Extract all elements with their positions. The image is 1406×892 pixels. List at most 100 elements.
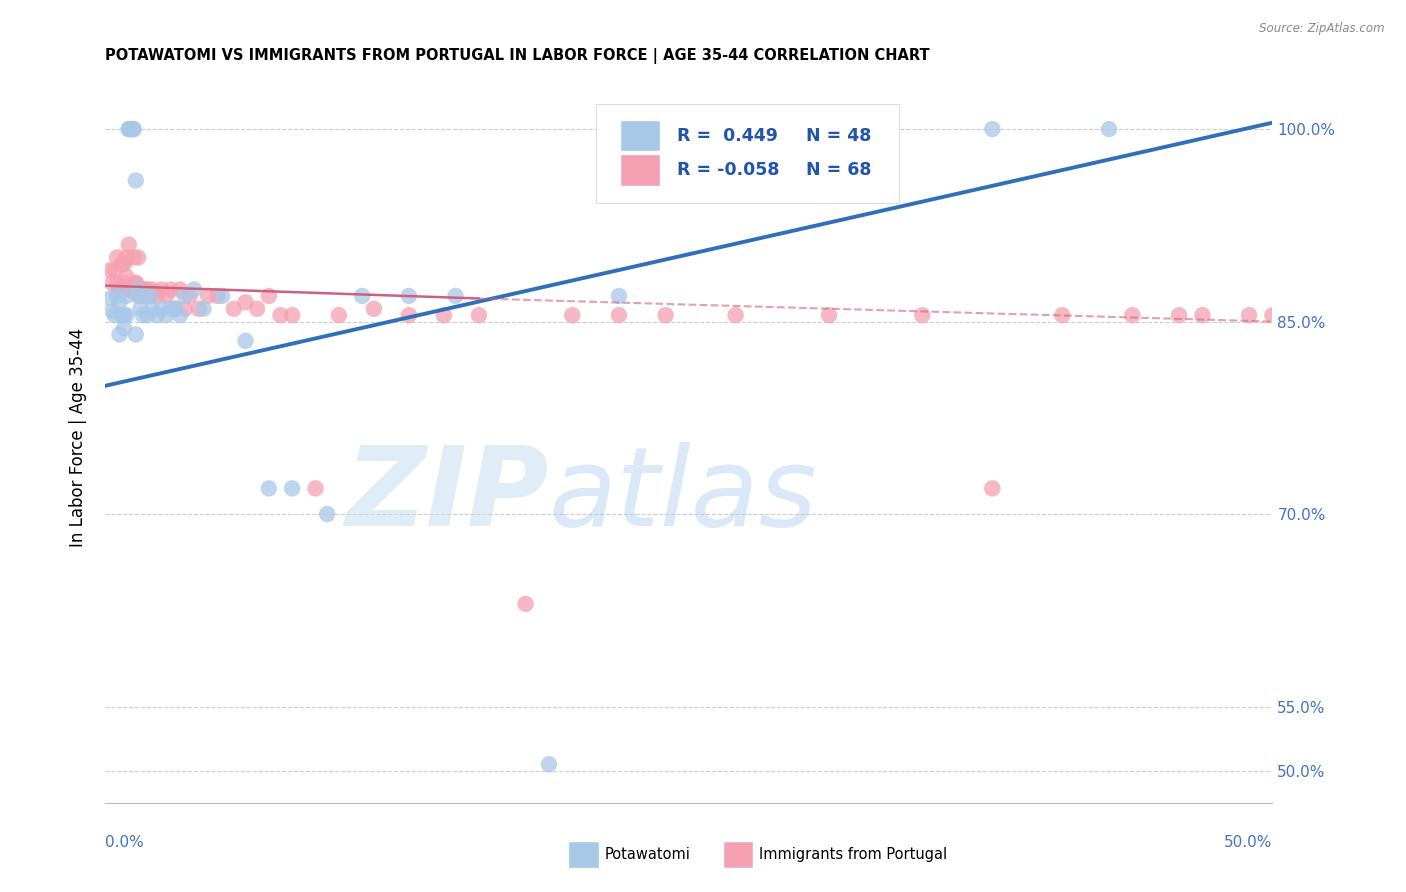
Point (101, 304, 124, 318)
Point (118, 122, 141, 136)
Point (122, 122, 145, 136)
Point (129, 289, 152, 303)
Point (118, 283, 141, 297)
Point (120, 122, 142, 136)
Point (105, 276, 128, 290)
Point (134, 289, 156, 303)
Point (444, 289, 467, 303)
Point (139, 289, 162, 303)
Point (150, 283, 173, 297)
Point (112, 321, 135, 335)
Point (235, 334, 257, 348)
Point (111, 283, 134, 297)
Point (141, 301, 163, 316)
Point (136, 308, 159, 322)
Point (515, 597, 537, 611)
FancyBboxPatch shape (621, 121, 658, 151)
Point (724, 308, 747, 322)
Text: N = 68: N = 68 (806, 161, 872, 179)
Point (125, 276, 148, 290)
Point (136, 283, 159, 297)
Point (115, 251, 138, 265)
Text: atlas: atlas (548, 442, 817, 549)
Point (607, 308, 630, 322)
Point (328, 308, 350, 322)
Point (169, 283, 191, 297)
Point (352, 289, 374, 303)
Point (127, 251, 149, 265)
Point (129, 301, 152, 316)
Point (169, 308, 191, 322)
Text: 50.0%: 50.0% (1225, 836, 1272, 850)
Text: Source: ZipAtlas.com: Source: ZipAtlas.com (1260, 22, 1385, 36)
Point (120, 283, 142, 297)
Point (173, 301, 195, 316)
Point (1261, 308, 1284, 322)
Point (537, 757, 560, 772)
Point (304, 482, 326, 496)
Point (155, 289, 177, 303)
Point (98, 263, 121, 277)
Point (316, 507, 339, 521)
Point (111, 257, 134, 271)
Point (281, 308, 304, 322)
Point (98, 292, 121, 306)
Text: R = -0.058: R = -0.058 (678, 161, 780, 179)
Point (398, 289, 420, 303)
Point (105, 289, 128, 303)
Point (120, 283, 142, 297)
Point (125, 327, 148, 342)
Point (105, 251, 128, 265)
Point (197, 289, 219, 303)
Point (257, 289, 280, 303)
Point (122, 122, 145, 136)
Point (146, 289, 169, 303)
Point (981, 122, 1004, 136)
Text: 0.0%: 0.0% (105, 836, 145, 850)
Point (120, 122, 142, 136)
FancyBboxPatch shape (596, 104, 898, 203)
Point (183, 283, 205, 297)
Point (187, 301, 209, 316)
Point (165, 301, 187, 316)
Point (281, 482, 304, 496)
Point (129, 283, 152, 297)
Text: POTAWATOMI VS IMMIGRANTS FROM PORTUGAL IN LABOR FORCE | AGE 35-44 CORRELATION CH: POTAWATOMI VS IMMIGRANTS FROM PORTUGAL I… (105, 48, 931, 64)
Point (654, 308, 676, 322)
Point (607, 289, 630, 303)
Point (112, 257, 135, 271)
Point (179, 289, 201, 303)
Point (104, 263, 127, 277)
Point (112, 308, 135, 322)
Point (235, 295, 257, 310)
Point (132, 308, 155, 322)
Point (165, 301, 187, 316)
Point (132, 283, 155, 297)
Point (122, 251, 145, 265)
Point (101, 276, 124, 290)
Point (911, 308, 934, 322)
Point (112, 276, 135, 290)
Y-axis label: In Labor Force | Age 35-44: In Labor Force | Age 35-44 (69, 327, 87, 547)
FancyBboxPatch shape (621, 155, 658, 185)
Point (363, 301, 385, 316)
Point (1052, 308, 1074, 322)
Point (150, 301, 173, 316)
Point (159, 283, 181, 297)
Point (561, 308, 583, 322)
Point (981, 482, 1004, 496)
Point (108, 295, 131, 310)
Point (108, 283, 131, 297)
Point (127, 289, 149, 303)
Text: ZIP: ZIP (346, 442, 548, 549)
Point (159, 301, 181, 316)
Point (433, 308, 456, 322)
Point (155, 308, 177, 322)
Point (1168, 308, 1191, 322)
Point (127, 283, 149, 297)
Text: Potawatomi: Potawatomi (605, 847, 690, 862)
Point (108, 283, 131, 297)
Point (111, 308, 134, 322)
Point (118, 122, 141, 136)
Point (125, 276, 148, 290)
